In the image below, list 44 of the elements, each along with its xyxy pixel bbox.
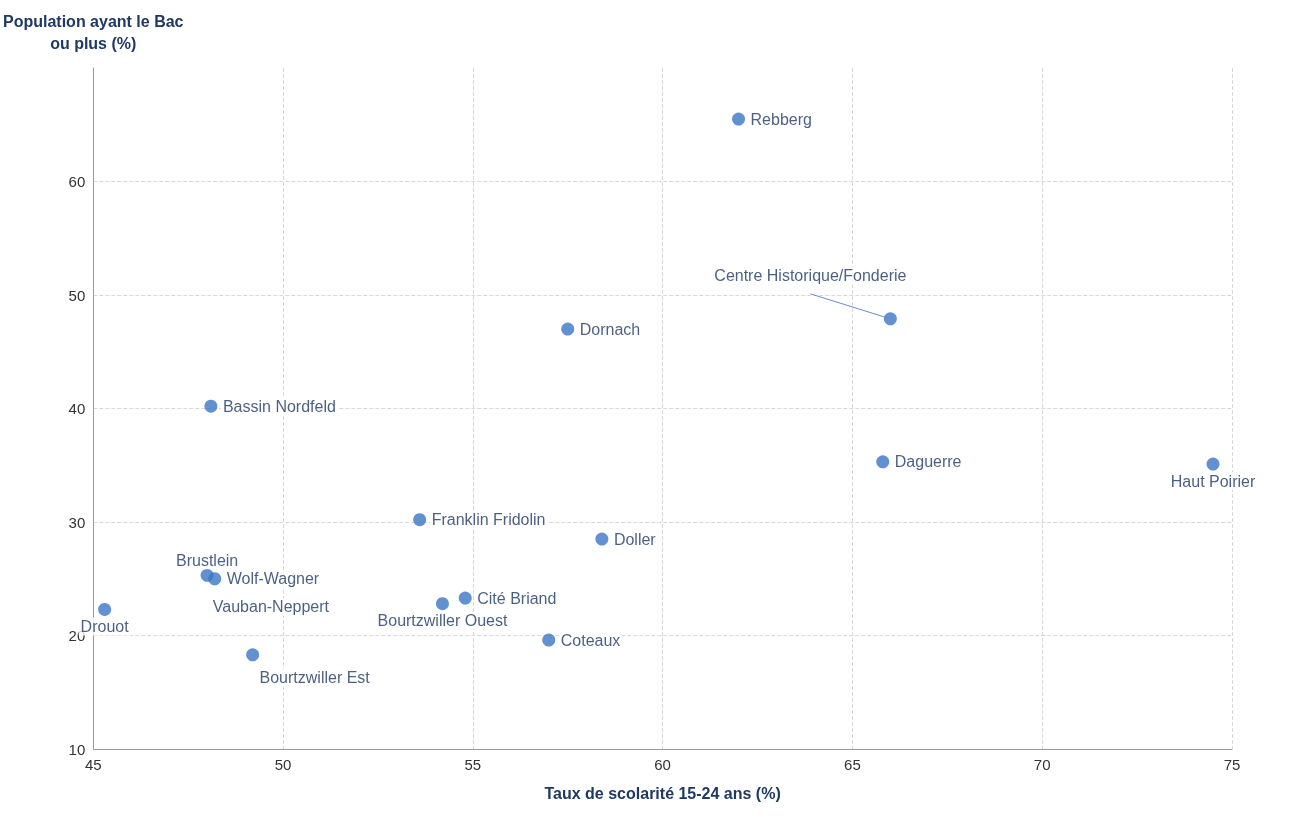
x-tick-label: 55 — [464, 756, 482, 773]
annotation: Bassin Nordfeld — [222, 397, 336, 415]
annotation: Wolf-Wagner — [226, 570, 320, 588]
x-tick-label: 65 — [844, 756, 861, 773]
point — [595, 532, 609, 546]
annotation: Drouot — [80, 617, 130, 635]
x-tick-label: 45 — [84, 756, 102, 773]
x-axis-title: Taux de scolarité 15-24 ans (%) — [544, 784, 781, 802]
point — [458, 591, 472, 605]
annotation: Bourtzwiller Ouest — [377, 612, 508, 630]
annotation: Coteaux — [560, 631, 621, 649]
y-tick-label: 50 — [68, 286, 86, 304]
point — [204, 399, 218, 413]
point — [246, 648, 260, 662]
annotation: Daguerre — [894, 453, 962, 471]
y-axis-title: Population ayant le Bac ou plus (%) — [3, 12, 184, 52]
point — [98, 602, 112, 616]
x-tick-label: 75 — [1223, 756, 1241, 773]
annotation: Bourtzwiller Est — [259, 669, 371, 687]
annotation: Vauban-Neppert — [212, 598, 330, 616]
point — [1206, 457, 1220, 471]
x-tick-label: 50 — [274, 756, 292, 773]
point — [876, 455, 890, 469]
x-tick-label: 70 — [1033, 756, 1051, 773]
point — [542, 633, 556, 647]
annotation: Centre Historique/Fonderie — [714, 267, 907, 285]
annotation: Haut Poirier — [1170, 472, 1256, 490]
y-tick-label: 10 — [68, 740, 86, 758]
point — [208, 572, 222, 586]
y-tick-label: 40 — [68, 400, 86, 417]
x-tick-label: 60 — [654, 756, 671, 773]
point — [435, 597, 449, 611]
point — [413, 513, 427, 527]
y-tick-label: 30 — [68, 513, 86, 531]
point — [561, 322, 575, 336]
point — [732, 112, 746, 126]
annotation: Doller — [613, 530, 657, 548]
annotation: Brustlein — [175, 551, 239, 569]
annotation: Rebberg — [750, 110, 812, 128]
annotation: Cité Briand — [477, 589, 557, 607]
annotation: Dornach — [579, 320, 641, 338]
point — [883, 312, 897, 326]
y-tick-label: 60 — [68, 173, 86, 190]
annotation: Franklin Fridolin — [431, 511, 546, 529]
